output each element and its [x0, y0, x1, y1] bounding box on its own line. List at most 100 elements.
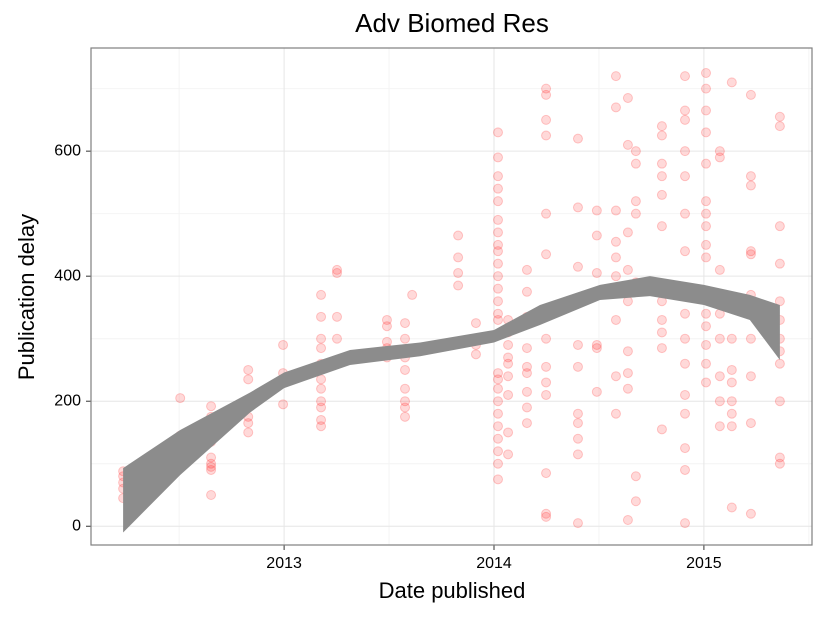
point — [774, 458, 785, 469]
point — [610, 252, 621, 263]
point — [492, 374, 503, 385]
point — [610, 71, 621, 82]
point — [572, 408, 583, 419]
point — [726, 377, 737, 388]
point — [610, 314, 621, 325]
point — [243, 427, 254, 438]
point — [622, 368, 633, 379]
point — [206, 452, 217, 463]
point — [492, 183, 503, 194]
point — [630, 471, 641, 482]
point — [492, 227, 503, 238]
point — [630, 158, 641, 169]
point — [521, 402, 532, 413]
point — [745, 180, 756, 191]
point — [745, 371, 756, 382]
point — [714, 152, 725, 163]
point — [400, 333, 411, 344]
point — [656, 121, 667, 132]
point — [701, 221, 712, 232]
point — [680, 389, 691, 400]
point — [774, 221, 785, 232]
point — [701, 339, 712, 350]
point — [332, 311, 343, 322]
point — [243, 374, 254, 385]
point — [316, 383, 327, 394]
point — [541, 130, 552, 141]
point — [316, 311, 327, 322]
point — [680, 333, 691, 344]
point — [400, 411, 411, 422]
point — [541, 468, 552, 479]
point — [492, 368, 503, 379]
point — [622, 346, 633, 357]
point — [622, 93, 633, 104]
point — [492, 271, 503, 282]
point — [701, 358, 712, 369]
point — [680, 246, 691, 257]
point — [492, 258, 503, 269]
point — [521, 386, 532, 397]
point — [630, 146, 641, 157]
point — [206, 461, 217, 472]
point — [745, 333, 756, 344]
point — [774, 452, 785, 463]
point — [714, 396, 725, 407]
point — [175, 393, 186, 404]
point — [701, 252, 712, 263]
point — [503, 427, 514, 438]
point — [680, 114, 691, 125]
point — [521, 286, 532, 297]
point — [453, 252, 464, 263]
point — [610, 236, 621, 247]
point — [591, 339, 602, 350]
point — [492, 152, 503, 163]
point — [572, 361, 583, 372]
point — [492, 446, 503, 457]
point — [701, 105, 712, 116]
point — [400, 364, 411, 375]
point — [680, 358, 691, 369]
point — [656, 189, 667, 200]
point — [243, 364, 254, 375]
point — [400, 396, 411, 407]
point — [656, 130, 667, 141]
point — [541, 208, 552, 219]
point — [206, 489, 217, 500]
chart-title: Adv Biomed Res — [355, 8, 549, 38]
point — [680, 171, 691, 182]
point — [656, 171, 667, 182]
point — [774, 111, 785, 122]
y-tick-label: 600 — [54, 142, 81, 159]
point — [622, 383, 633, 394]
point — [656, 158, 667, 169]
point — [680, 464, 691, 475]
point — [630, 196, 641, 207]
point — [745, 171, 756, 182]
point — [492, 239, 503, 250]
point — [503, 449, 514, 460]
x-tick-label: 2013 — [266, 555, 302, 572]
point — [381, 321, 392, 332]
point — [610, 205, 621, 216]
point — [316, 343, 327, 354]
point — [492, 474, 503, 485]
point — [774, 121, 785, 132]
point — [400, 402, 411, 413]
point — [492, 383, 503, 394]
point — [656, 221, 667, 232]
point — [610, 408, 621, 419]
point — [745, 89, 756, 100]
point — [492, 246, 503, 257]
point — [541, 377, 552, 388]
point — [492, 421, 503, 432]
point — [572, 133, 583, 144]
x-axis-label: Date published — [379, 578, 526, 603]
point — [400, 318, 411, 329]
point — [541, 511, 552, 522]
point — [492, 458, 503, 469]
x-tick-label: 2015 — [686, 555, 722, 572]
point — [316, 333, 327, 344]
point — [610, 271, 621, 282]
